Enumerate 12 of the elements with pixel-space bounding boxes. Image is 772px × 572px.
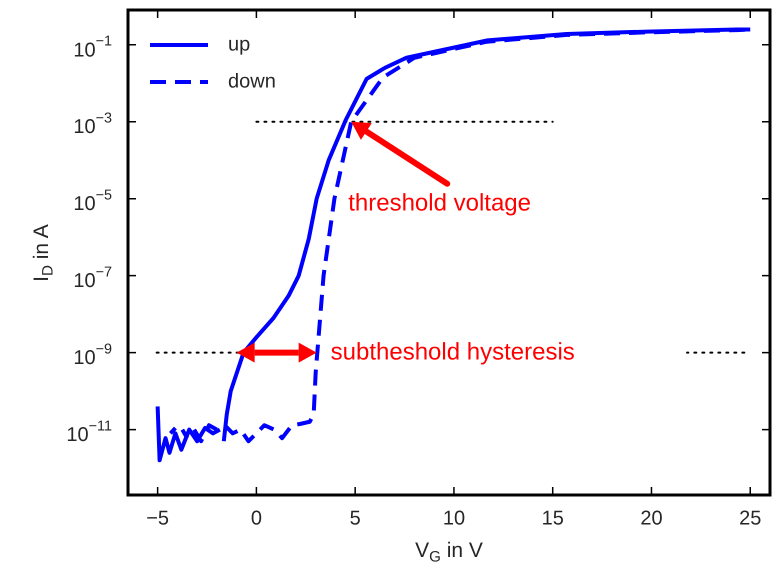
y-axis-title: ID in A <box>30 224 56 282</box>
x-tick-label: 0 <box>250 508 262 530</box>
x-tick-label: −5 <box>146 508 170 530</box>
x-tick-label: 10 <box>442 508 466 530</box>
x-tick-label: 20 <box>640 508 663 530</box>
legend-label: down <box>228 70 276 93</box>
x-tick-label: 15 <box>542 508 564 530</box>
x-tick-label: 25 <box>739 508 762 530</box>
annotation: subtheshold hysteresis <box>330 338 575 366</box>
legend-label: up <box>228 34 250 56</box>
annotation: threshold voltage <box>348 189 532 216</box>
x-tick-label: 5 <box>350 508 361 530</box>
